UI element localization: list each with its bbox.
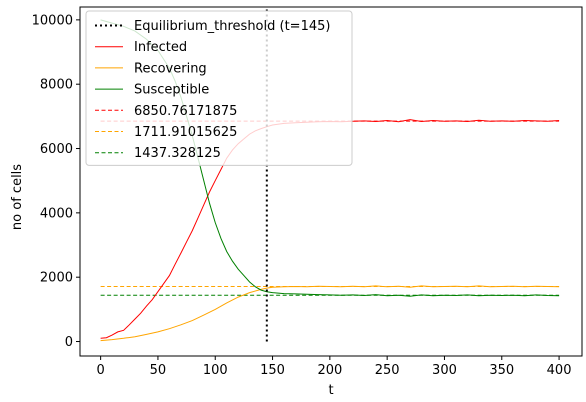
legend-entry-1: Infected	[134, 40, 187, 55]
x-axis-label: t	[328, 383, 333, 398]
x-tick-label: 200	[317, 363, 342, 378]
x-tick-label: 250	[375, 363, 400, 378]
legend-box	[85, 10, 353, 166]
y-axis-label: no of cells	[10, 164, 25, 230]
x-tick-label: 350	[489, 363, 514, 378]
y-tick-label: 8000	[40, 78, 73, 93]
legend: Equilibrium_threshold (t=145) Infected Rec…	[85, 10, 353, 166]
legend-entry-3: Susceptible	[134, 83, 209, 98]
x-tick-label: 0	[96, 363, 104, 378]
x-tick-label: 150	[260, 363, 285, 378]
y-tick-label: 10000	[32, 13, 73, 28]
axes-frame	[79, 6, 583, 357]
legend-entry-2: Recovering	[134, 61, 207, 76]
x-tick-label: 400	[547, 363, 572, 378]
x-tick-label: 100	[203, 363, 228, 378]
y-tick-label: 6000	[40, 142, 73, 157]
axes-box	[79, 6, 583, 357]
y-tick-label: 0	[65, 335, 73, 350]
axis-ticks: 0 50 100 150 200 250 300 350 4000200040006000800…	[32, 13, 572, 378]
y-tick-label: 4000	[40, 206, 73, 221]
x-tick-label: 50	[150, 363, 167, 378]
legend-entry-4: 6850.76171875	[134, 104, 237, 119]
x-tick-label: 300	[432, 363, 457, 378]
legend-entry-0: Equilibrium_threshold (t=145)	[134, 19, 330, 34]
legend-entry-6: 1437.328125	[134, 146, 221, 161]
legend-entry-5: 1711.91015625	[134, 125, 237, 140]
series-line-recovering	[100, 285, 560, 342]
y-tick-label: 2000	[40, 271, 73, 286]
